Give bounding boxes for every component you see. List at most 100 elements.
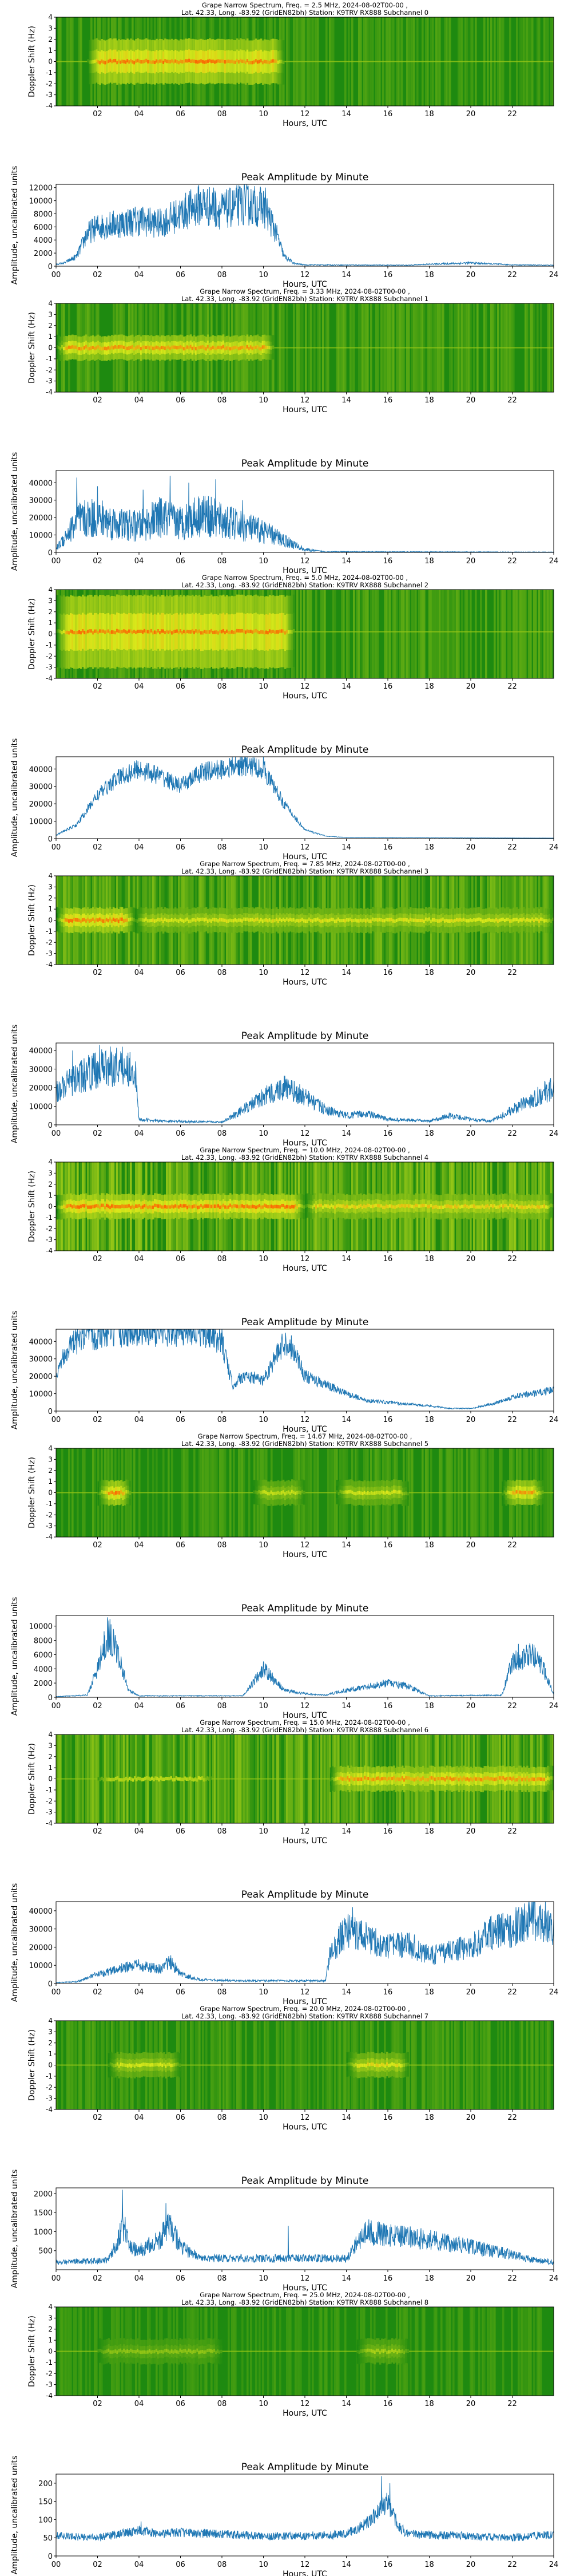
- x-tick-label: 02: [93, 110, 102, 118]
- x-tick-label: 12: [300, 110, 310, 118]
- x-tick-label: 14: [341, 2113, 351, 2122]
- x-tick-label: 14: [341, 843, 351, 852]
- y-tick-label: 150: [38, 2498, 53, 2507]
- y-tick-label: 4: [48, 2017, 53, 2025]
- y-tick-label: 0: [48, 1980, 53, 1989]
- plot-frame: [55, 1042, 554, 1125]
- y-tick-label: 0: [48, 263, 53, 271]
- x-tick-label: 18: [424, 1416, 434, 1424]
- amplitude-title: Peak Amplitude by Minute: [241, 172, 369, 183]
- x-tick-label: 04: [134, 110, 144, 118]
- y-tick-label: 0: [48, 1203, 53, 1211]
- x-tick-label: 10: [259, 2400, 268, 2408]
- amplitude-series: [56, 1902, 554, 1984]
- x-tick-label: 20: [466, 2400, 476, 2408]
- x-axis-label: Hours, UTC: [283, 1550, 327, 1559]
- x-axis-label: Hours, UTC: [283, 1997, 327, 2006]
- y-tick-label: 10000: [29, 532, 53, 540]
- amplitude-series: [56, 1045, 554, 1124]
- x-tick-label: 08: [217, 557, 227, 566]
- y-axis-label: Doppler Shift (Hz): [27, 2316, 37, 2387]
- amplitude-series: [56, 184, 554, 266]
- y-tick-label: -2: [46, 938, 53, 946]
- y-tick-label: 40000: [29, 1907, 53, 1916]
- y-tick-label: 20000: [29, 1084, 53, 1093]
- y-tick-label: 2000: [34, 1680, 53, 1688]
- x-tick-label: 24: [549, 1416, 559, 1424]
- amplitude-chart-4: Peak Amplitude by Minute 0 10000 20000 30000…: [10, 1311, 558, 1434]
- y-tick-label: -4: [46, 674, 53, 682]
- y-tick-label: 3: [48, 310, 53, 318]
- y-axis-label: Doppler Shift (Hz): [27, 26, 37, 97]
- signal-band: [87, 38, 285, 85]
- x-tick-label: 24: [549, 843, 559, 852]
- x-tick-label: 22: [507, 1255, 517, 1263]
- y-axis-label: Amplitude, uncalibrated units: [10, 452, 19, 571]
- x-tick-label: 00: [51, 1988, 61, 1997]
- x-tick-label: 08: [217, 2561, 227, 2569]
- x-tick-label: 22: [507, 682, 517, 691]
- spectrogram-title: Grape Narrow Spectrum, Freq. = 20.0 MHz,…: [200, 2005, 410, 2013]
- x-tick-label: 04: [134, 682, 144, 691]
- x-tick-label: 20: [466, 1416, 476, 1424]
- x-tick-label: 22: [507, 557, 517, 566]
- y-tick-label: -2: [46, 652, 53, 660]
- signal-band: [134, 907, 554, 934]
- x-tick-label: 22: [507, 2113, 517, 2122]
- x-tick-label: 18: [424, 396, 434, 405]
- x-tick-label: 20: [466, 110, 476, 118]
- spectrogram-subtitle: Lat. 42.33, Long. -83.92 (GridEN82bh) St…: [181, 1153, 428, 1161]
- y-axis-label: Doppler Shift (Hz): [27, 884, 37, 956]
- spectrogram-subtitle: Lat. 42.33, Long. -83.92 (GridEN82bh) St…: [181, 2298, 428, 2306]
- signal-band: [56, 1193, 305, 1220]
- amplitude-title: Peak Amplitude by Minute: [241, 2175, 369, 2187]
- amplitude-chart-3: Peak Amplitude by Minute 0 10000 20000 30000…: [10, 1025, 558, 1148]
- y-tick-label: 200: [38, 2480, 53, 2488]
- x-tick-label: 10: [259, 1129, 268, 1138]
- x-tick-label: 12: [300, 2561, 310, 2569]
- signal-band: [356, 2338, 409, 2365]
- y-tick-label: 2: [48, 2039, 53, 2047]
- signal-band: [97, 2338, 223, 2365]
- y-tick-label: 4: [48, 872, 53, 880]
- y-tick-label: 0: [48, 630, 53, 638]
- y-tick-label: 8000: [34, 210, 53, 219]
- x-axis-label: Hours, UTC: [283, 280, 327, 289]
- y-tick-label: 2: [48, 322, 53, 330]
- x-tick-label: 22: [507, 843, 517, 852]
- x-tick-label: 04: [134, 396, 144, 405]
- y-tick-label: 0: [48, 1775, 53, 1783]
- x-axis-label: Hours, UTC: [283, 2123, 327, 2132]
- x-tick-label: 06: [176, 271, 185, 279]
- x-tick-label: 16: [383, 1702, 393, 1710]
- y-tick-label: 2000: [34, 2190, 53, 2199]
- x-tick-label: 18: [424, 1129, 434, 1138]
- x-tick-label: 22: [507, 2400, 517, 2408]
- x-tick-label: 08: [217, 1988, 227, 1997]
- x-tick-label: 02: [93, 1827, 102, 1836]
- x-tick-label: 20: [466, 557, 476, 566]
- y-axis-label: Doppler Shift (Hz): [27, 2029, 37, 2101]
- y-tick-label: 0: [48, 344, 53, 352]
- x-tick-label: 04: [134, 2113, 144, 2122]
- x-tick-label: 08: [217, 2274, 227, 2283]
- spectrogram-image: [56, 303, 554, 392]
- amplitude-title: Peak Amplitude by Minute: [241, 1030, 369, 1042]
- x-tick-label: 00: [51, 1702, 61, 1710]
- x-tick-label: 04: [134, 1129, 144, 1138]
- y-tick-label: 1: [48, 2336, 53, 2344]
- x-tick-label: 08: [217, 1827, 227, 1836]
- y-axis-label: Amplitude, uncalibrated units: [10, 1883, 19, 2002]
- x-tick-label: 12: [300, 2400, 310, 2408]
- x-tick-label: 06: [176, 1416, 185, 1424]
- x-tick-label: 02: [93, 843, 102, 852]
- x-tick-label: 22: [507, 1988, 517, 1997]
- x-tick-label: 16: [383, 1255, 393, 1263]
- x-tick-label: 16: [383, 969, 393, 977]
- x-axis-label: Hours, UTC: [283, 566, 327, 575]
- amplitude-chart-5: Peak Amplitude by Minute0200040006000800…: [10, 1597, 558, 1720]
- x-tick-label: 22: [507, 1416, 517, 1424]
- x-tick-label: 18: [424, 1702, 434, 1710]
